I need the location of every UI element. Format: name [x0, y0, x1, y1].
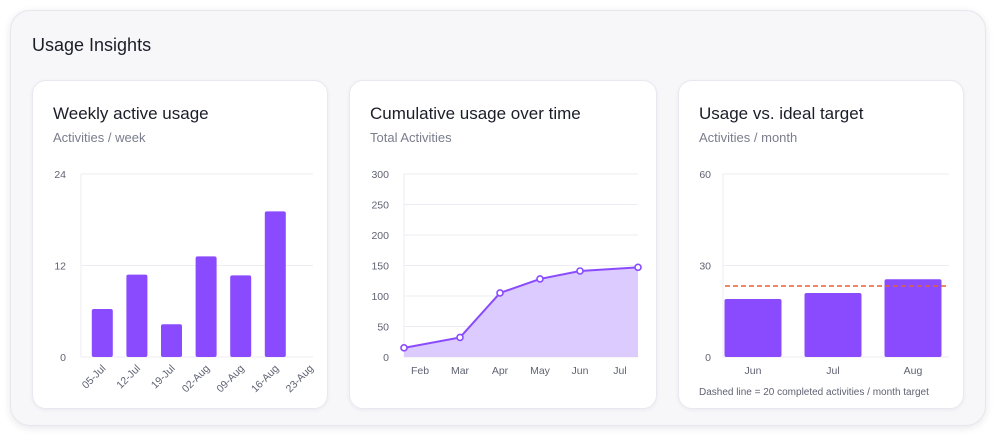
y-tick-label: 100: [371, 291, 389, 303]
usage-insights-panel: Usage Insights Weekly active usage Activ…: [10, 10, 986, 426]
weekly-usage-chart: 0 12 24 05-Jul 12-Jul 19-Jul 02-Aug 09-Aug 16-Au…: [54, 169, 317, 396]
y-tick-label: 300: [371, 169, 389, 181]
x-tick-label: Mar: [451, 365, 470, 377]
x-tick-label: May: [530, 365, 551, 377]
cumulative-usage-card: Cumulative usage over time Total Activit…: [349, 80, 657, 409]
bar: [230, 275, 252, 357]
y-tick-label: 50: [377, 322, 389, 334]
y-tick-label: 0: [705, 352, 711, 364]
card-title: Cumulative usage over time: [370, 104, 581, 123]
x-tick-label: Apr: [492, 365, 509, 377]
data-point: [400, 344, 408, 352]
y-tick-label: 12: [54, 261, 66, 273]
target-usage-card: Usage vs. ideal target Activities / mont…: [678, 80, 964, 409]
x-tick-label: Jun: [572, 365, 589, 377]
data-point: [634, 263, 642, 272]
x-tick-label: 02-Aug: [180, 363, 213, 396]
y-tick-label: 0: [383, 352, 389, 364]
card-subtitle: Total Activities: [370, 130, 452, 145]
y-tick-label: 150: [371, 261, 389, 273]
x-tick-label: 05-Jul: [80, 363, 109, 392]
cumulative-usage-chart: 0 50 100 150 200 250 300 Feb Mar Apr May Jun Jul: [371, 169, 642, 377]
card-subtitle: Activities / month: [699, 130, 798, 145]
bar: [126, 274, 148, 357]
card-title: Usage vs. ideal target: [699, 104, 864, 123]
x-tick-label: Jun: [745, 365, 762, 377]
data-point: [536, 275, 544, 283]
y-tick-label: 250: [371, 200, 389, 212]
y-tick-label: 200: [371, 230, 389, 242]
x-tick-label: Jul: [826, 365, 839, 377]
bar: [264, 211, 286, 357]
data-point: [456, 333, 464, 342]
y-tick-label: 30: [699, 261, 711, 273]
x-tick-label: 09-Aug: [214, 363, 247, 396]
weekly-usage-card: Weekly active usage Activities / week 0 1…: [32, 80, 328, 409]
series-line: [403, 266, 639, 349]
x-tick-label: 16-Aug: [249, 363, 282, 396]
area-fill: [404, 267, 638, 357]
x-tick-label: Aug: [904, 365, 923, 377]
y-tick-label: 24: [54, 169, 66, 181]
x-tick-label: 23-Aug: [284, 363, 317, 396]
x-tick-label: Feb: [411, 365, 429, 377]
bar: [195, 256, 217, 357]
card-subtitle: Activities / week: [53, 130, 146, 145]
bar: [884, 279, 942, 357]
target-usage-chart: 0 30 60 Jun Jul Aug Dashed line = 20 completed…: [699, 169, 949, 398]
x-tick-label: 12-Jul: [114, 363, 143, 392]
y-tick-label: 0: [60, 352, 66, 364]
panel-title: Usage Insights: [32, 35, 152, 55]
bar: [804, 292, 862, 357]
target-note: Dashed line = 20 completed activities / …: [699, 387, 929, 398]
card-title: Weekly active usage: [53, 104, 209, 123]
bar: [91, 308, 113, 357]
y-tick-label: 60: [699, 169, 711, 181]
x-tick-label: Jul: [613, 365, 626, 377]
bar: [161, 324, 182, 357]
x-tick-label: 19-Jul: [149, 363, 178, 392]
data-point: [576, 267, 584, 275]
data-point: [496, 289, 504, 297]
bar: [724, 299, 782, 357]
